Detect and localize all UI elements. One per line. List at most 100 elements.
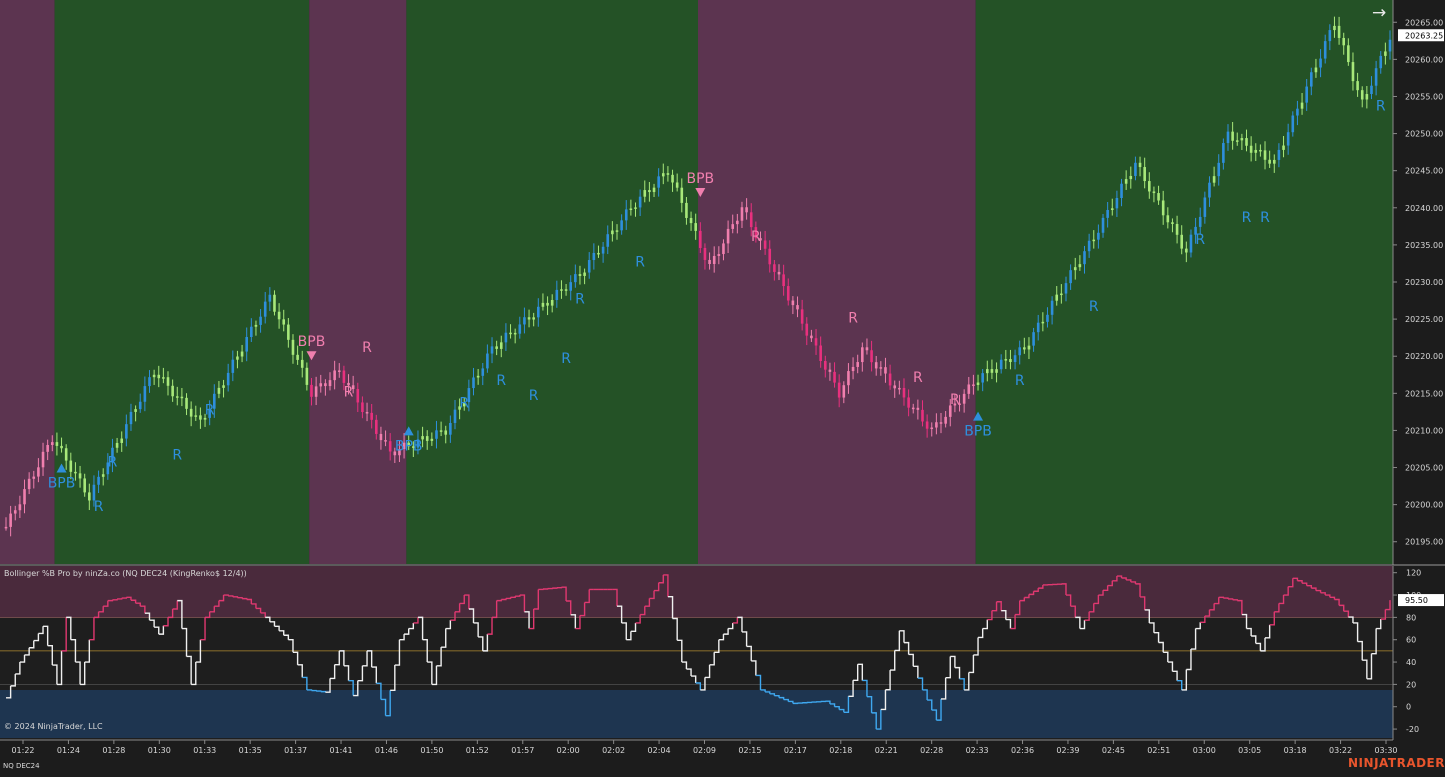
price-bar xyxy=(593,253,596,260)
price-tick-label: 20210.00 xyxy=(1405,426,1443,435)
osc-segment xyxy=(307,690,312,691)
price-bar xyxy=(829,370,832,372)
price-bar xyxy=(1176,224,1179,235)
price-bar xyxy=(361,402,364,412)
price-bar xyxy=(569,282,572,291)
price-bar xyxy=(185,398,188,409)
price-bar xyxy=(690,218,693,223)
price-bar xyxy=(852,367,855,371)
right-arrow-icon[interactable]: → xyxy=(1372,5,1386,22)
price-bar xyxy=(32,477,35,479)
price-bar xyxy=(70,461,73,472)
price-bar xyxy=(764,240,767,248)
price-bar xyxy=(301,360,304,368)
price-bar xyxy=(1356,81,1359,90)
price-bar xyxy=(1060,294,1063,296)
price-bar xyxy=(60,446,63,448)
price-bar xyxy=(967,384,970,393)
signal-sell: R xyxy=(950,392,960,408)
trend-zone-bear xyxy=(698,0,976,564)
time-tick-label: 01:52 xyxy=(466,746,489,755)
signal-buy: R xyxy=(1089,299,1099,315)
price-bar xyxy=(83,478,86,492)
price-bar xyxy=(1245,138,1248,146)
price-bar xyxy=(139,402,142,409)
time-tick-label: 02:36 xyxy=(1011,746,1034,755)
price-bar xyxy=(1264,150,1267,159)
time-tick-label: 01:30 xyxy=(148,746,171,755)
price-bar xyxy=(435,430,438,438)
price-bar xyxy=(736,221,739,224)
price-bar xyxy=(1083,251,1086,264)
price-bar xyxy=(671,175,674,183)
price-bar xyxy=(718,254,721,256)
time-tick-label: 02:00 xyxy=(557,746,580,755)
price-bar xyxy=(551,300,554,306)
price-bar xyxy=(389,441,392,451)
price-bar xyxy=(181,397,184,399)
price-bar xyxy=(880,367,883,369)
price-bar xyxy=(750,212,753,227)
price-bar xyxy=(986,369,989,373)
price-bar xyxy=(963,394,966,404)
price-bar xyxy=(866,347,869,350)
price-bar xyxy=(1167,215,1170,222)
price-bar xyxy=(542,303,545,307)
price-bar xyxy=(227,373,230,385)
trend-zone-bear xyxy=(0,0,55,564)
price-bar xyxy=(1282,146,1285,150)
price-bar xyxy=(778,272,781,274)
time-tick-label: 01:57 xyxy=(511,746,534,755)
price-bar xyxy=(1259,150,1262,152)
price-bar xyxy=(1162,201,1165,216)
price-bar xyxy=(259,317,262,325)
price-bar xyxy=(616,230,619,232)
price-tick-label: 20200.00 xyxy=(1405,501,1443,510)
price-bar xyxy=(1227,132,1230,143)
price-bar xyxy=(518,324,521,333)
price-bar xyxy=(287,325,290,340)
signal-buy: R xyxy=(575,291,585,307)
time-tick-label: 01:41 xyxy=(330,746,353,755)
last-value-label: 95.50 xyxy=(1405,596,1428,605)
price-bar xyxy=(1028,346,1031,350)
price-bar xyxy=(1065,283,1068,293)
price-bar xyxy=(676,182,679,187)
price-bar xyxy=(1352,62,1355,81)
price-bar xyxy=(810,336,813,339)
signal-sell: R xyxy=(913,370,923,386)
price-bar xyxy=(926,421,929,428)
price-bar xyxy=(893,385,896,388)
price-bar xyxy=(1157,193,1160,200)
price-bar xyxy=(528,317,531,319)
price-bar xyxy=(366,412,369,414)
price-bar xyxy=(241,352,244,357)
price-bar xyxy=(162,377,165,379)
price-bar xyxy=(514,333,517,335)
price-bar xyxy=(190,409,193,417)
price-bar xyxy=(884,367,887,373)
price-bar xyxy=(579,274,582,276)
price-bar xyxy=(1389,40,1392,52)
price-bar xyxy=(14,510,17,513)
price-bar xyxy=(1213,176,1216,183)
price-bar xyxy=(384,440,387,442)
price-bar xyxy=(1116,198,1119,208)
price-bar xyxy=(23,489,26,504)
price-bar xyxy=(708,260,711,264)
trend-zone-bull xyxy=(55,0,310,564)
signal-label: R xyxy=(575,291,585,307)
time-tick-label: 03:18 xyxy=(1284,746,1307,755)
price-bar xyxy=(1000,360,1003,369)
price-bar xyxy=(1088,241,1091,251)
price-bar xyxy=(380,434,383,440)
time-tick-label: 02:02 xyxy=(602,746,625,755)
time-tick-label: 02:33 xyxy=(966,746,989,755)
price-bar xyxy=(1384,51,1387,55)
price-bar xyxy=(630,209,633,211)
price-bar xyxy=(657,176,660,187)
signal-label: BPB xyxy=(48,476,76,492)
signal-label: R xyxy=(913,370,923,386)
